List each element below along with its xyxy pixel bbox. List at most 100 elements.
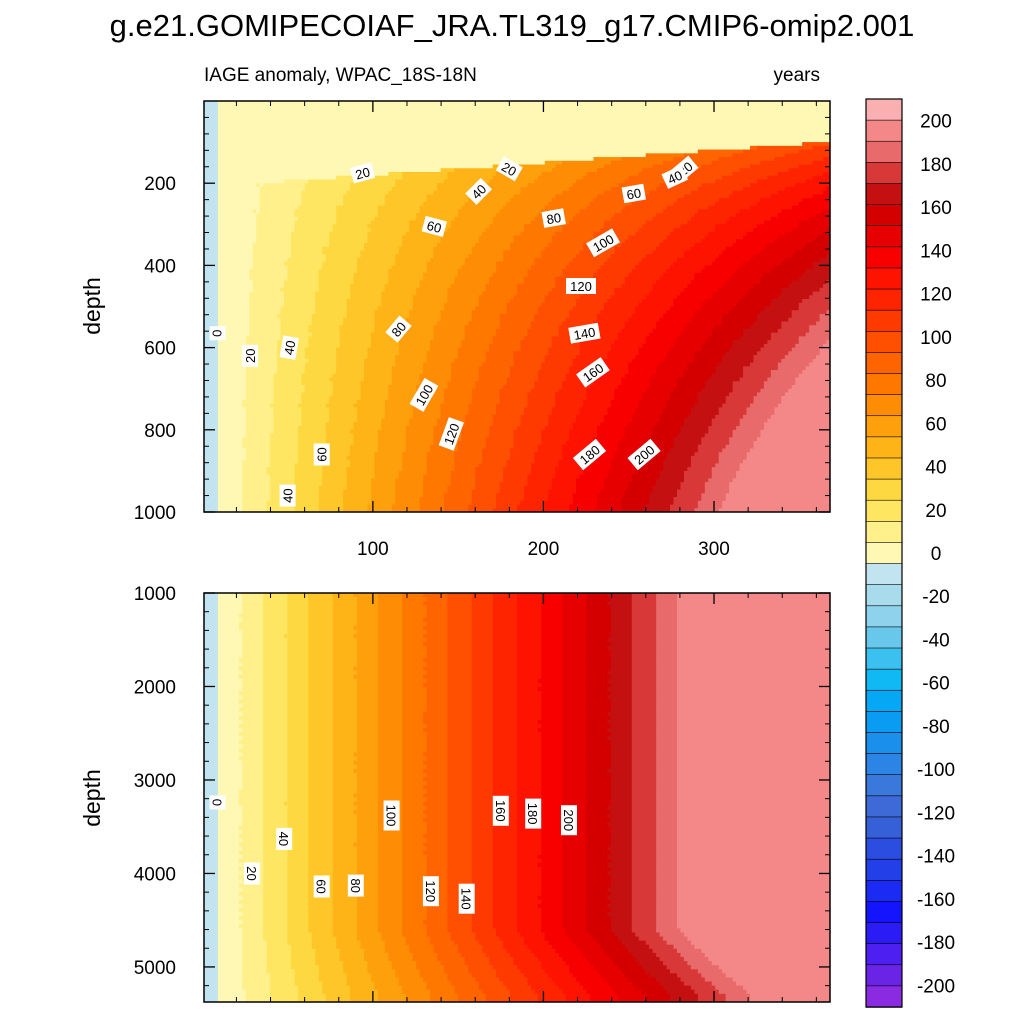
upper-field-cell <box>471 396 501 401</box>
upper-field-cell <box>426 355 459 360</box>
upper-field-cell <box>350 186 393 192</box>
upper-field-cell <box>423 276 455 281</box>
upper-field-cell <box>489 429 515 435</box>
lower-field-cell <box>541 777 563 782</box>
lower-field-cell <box>697 997 727 1002</box>
colorbar-swatch <box>865 943 903 966</box>
lower-field-cell <box>447 662 473 668</box>
upper-field-cell <box>544 355 577 360</box>
upper-field-cell <box>217 272 250 278</box>
lower-field-cell <box>217 682 243 688</box>
upper-field-cell <box>360 381 393 386</box>
lower-field-cell <box>263 903 289 909</box>
upper-field-cell <box>204 123 219 128</box>
lower-field-cell <box>339 948 365 954</box>
upper-field-cell <box>374 317 407 323</box>
lower-field-cell <box>308 756 334 762</box>
upper-field-cell <box>270 455 299 461</box>
lower-field-cell <box>377 875 403 880</box>
upper-field-cell <box>402 171 449 177</box>
lower-field-cell <box>586 674 612 680</box>
lower-field-cell <box>402 674 424 680</box>
upper-field-cell <box>760 388 789 394</box>
lower-field-cell <box>217 691 240 696</box>
lower-field-cell <box>377 678 403 684</box>
lower-field-cell <box>440 961 466 966</box>
lower-field-cell <box>687 936 830 942</box>
upper-field-cell <box>579 343 612 349</box>
upper-field-cell <box>624 179 671 184</box>
lower-field-cell <box>517 875 542 880</box>
upper-field-cell <box>694 452 720 457</box>
lower-field-cell <box>332 703 358 709</box>
lower-field-cell <box>402 916 428 921</box>
upper-field-cell <box>583 175 629 181</box>
upper-field-cell <box>631 418 661 423</box>
lower-field-cell <box>377 842 403 848</box>
upper-field-cell <box>332 224 369 229</box>
upper-field-cell <box>273 392 302 397</box>
lower-field-cell <box>492 768 518 774</box>
lower-field-cell <box>482 989 511 995</box>
upper-field-cell <box>332 388 362 394</box>
lower-field-cell <box>541 912 563 917</box>
upper-field-cell <box>325 448 351 453</box>
lower-field-cell <box>541 650 563 655</box>
upper-field-cell <box>520 190 563 196</box>
lower-field-cell <box>357 912 379 917</box>
lower-field-cell <box>471 740 494 745</box>
lower-field-cell <box>426 838 449 844</box>
colorbar-tick-label: -140 <box>917 847 955 868</box>
lower-field-cell <box>631 805 657 811</box>
upper-field-cell <box>287 257 327 263</box>
lower-field-cell <box>562 912 588 917</box>
lower-field-cell <box>454 940 480 946</box>
upper-field-cell <box>610 467 636 472</box>
lower-field-cell <box>377 670 403 676</box>
upper-field-cell <box>663 459 692 465</box>
lower-field-cell <box>402 826 428 831</box>
upper-field-cell <box>464 414 494 420</box>
upper-field-cell <box>774 239 814 244</box>
lower-field-cell <box>656 699 678 705</box>
lower-field-cell <box>656 912 678 917</box>
lower-field-cell <box>402 723 428 729</box>
lower-field-cell <box>238 699 264 705</box>
upper-field-cell <box>624 321 657 326</box>
upper-field-cell <box>370 482 396 487</box>
lower-field-cell <box>204 727 219 733</box>
lower-field-cell <box>263 899 289 905</box>
upper-field-cell <box>374 321 407 326</box>
upper-field-cell <box>603 414 633 420</box>
lower-field-cell <box>649 944 675 950</box>
upper-field-cell <box>426 452 455 457</box>
lower-field-cell <box>263 695 289 700</box>
lower-field-cell <box>332 674 355 680</box>
upper-field-cell <box>537 444 563 450</box>
lower-field-cell <box>676 756 830 762</box>
lower-field-cell <box>377 613 403 619</box>
upper-field-cell <box>753 254 793 259</box>
upper-field-cell <box>405 444 431 450</box>
upper-field-cell <box>217 310 250 315</box>
lower-field-cell <box>471 666 494 672</box>
upper-field-cell <box>433 246 473 252</box>
upper-field-cell <box>217 257 254 263</box>
lower-field-cell <box>242 772 264 778</box>
upper-field-cell <box>283 299 316 304</box>
upper-field-cell <box>350 459 376 465</box>
upper-field-cell <box>457 213 497 218</box>
lower-field-cell <box>471 817 494 823</box>
upper-field-cell <box>245 426 275 431</box>
lower-field-cell <box>242 969 268 974</box>
lower-field-cell <box>541 662 563 668</box>
upper-field-cell <box>642 299 675 304</box>
upper-field-cell <box>391 186 438 192</box>
upper-field-cell <box>503 205 546 210</box>
lower-field-cell <box>631 719 657 725</box>
lower-field-cell <box>332 736 358 741</box>
lower-field-cell <box>645 969 671 974</box>
upper-field-cell <box>513 194 556 199</box>
lower-field-cell <box>676 879 830 884</box>
